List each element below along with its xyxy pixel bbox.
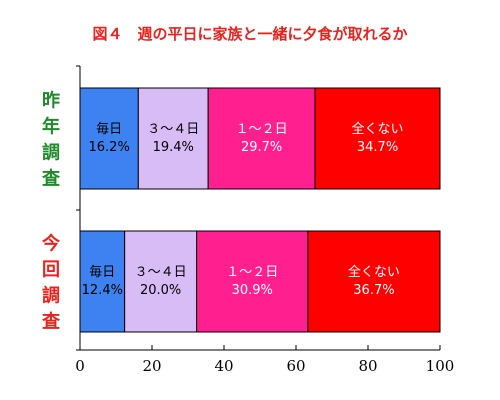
category-label-char: 査 [42,168,60,190]
bar-value-label: 30.9% [232,283,273,298]
bar-series-label: ３～４日 [135,265,187,280]
bar-segment [307,230,441,333]
bar-value-label: 12.4% [82,283,123,298]
x-tick-label: 100 [426,357,455,375]
bar-segment [196,230,309,333]
bar-segment [124,230,198,333]
bar-value-label: 29.7% [241,140,282,155]
bar-segment [137,87,209,190]
x-tick-label: 20 [142,357,161,375]
bar-value-label: 36.7% [353,283,394,298]
category-label-char: 今 [42,233,61,255]
axis-layer: 0 20 40 60 80 100 [75,65,455,375]
bar-segment [79,230,126,333]
bar-series-label: 全くない [352,121,404,137]
bar-segment [314,87,441,190]
bar-value-label: 34.7% [357,140,398,155]
category-label-char: 年 [42,116,60,138]
x-tick-label: 60 [286,357,305,375]
category-label-char: 調 [42,142,60,164]
bar-series-label: １～２日 [226,265,278,280]
bar-value-label: 19.4% [153,140,194,155]
category-label-char: 回 [42,260,60,281]
bar-series-label: １～２日 [236,122,288,137]
bar-segment [207,87,316,190]
x-tick-label: 0 [75,357,85,375]
bar-series-label: 全くない [348,264,400,280]
category-label-char: 調 [42,285,60,307]
bar-series-label: 毎日 [96,121,122,137]
bar-series-label: ３～４日 [147,122,199,137]
chart-title: 図４ 週の平日に家族と一緒に夕食が取れるか [92,25,407,43]
bars-layer: 毎日 16.2% ３～４日 19.4% １～２日 29.7% 全くない 34.7% 毎日 12.4… [79,87,441,333]
x-tick-label: 80 [358,357,377,375]
x-tick-label: 40 [214,357,233,375]
bar-value-label: 16.2% [89,140,130,155]
category-label-char: 昨 [42,90,60,112]
category-label-char: 査 [42,311,60,333]
bar-series-label: 毎日 [89,264,115,280]
bar-value-label: 20.0% [140,283,181,298]
bar-segment [79,87,139,190]
